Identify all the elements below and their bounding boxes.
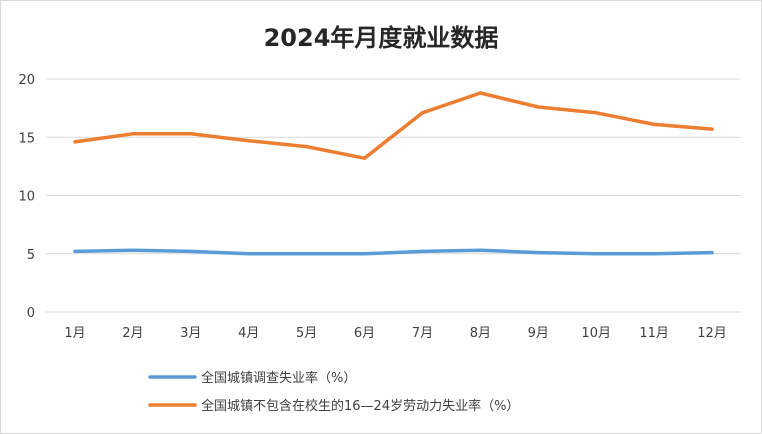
x-tick-label: 5月: [296, 326, 317, 341]
data-point: [478, 91, 482, 95]
x-tick-label: 4月: [238, 326, 259, 341]
data-point: [131, 132, 135, 136]
x-tick-label: 2月: [122, 326, 143, 341]
data-point: [652, 122, 656, 127]
series-lines: [73, 91, 714, 256]
y-tick-label: 20: [18, 73, 35, 88]
data-point: [478, 248, 482, 252]
data-point: [420, 111, 425, 115]
legend: 全国城镇调查失业率（%） 全国城镇不包含在校生的16—24岁劳动力失业率（%）: [148, 370, 519, 414]
y-tick-label: 0: [27, 306, 35, 321]
x-tick-label: 7月: [412, 326, 433, 341]
data-point: [73, 249, 77, 254]
x-tick-label: 3月: [180, 326, 201, 341]
data-point: [420, 249, 425, 254]
chart-title: 2024年月度就业数据: [264, 24, 499, 52]
data-point: [189, 249, 193, 254]
data-point: [536, 105, 540, 109]
x-tick-label: 1月: [64, 326, 85, 341]
data-point: [131, 248, 135, 252]
x-tick-label: 9月: [528, 326, 549, 341]
y-axis-ticks: 0 5 10 15 20: [18, 73, 35, 321]
y-tick-label: 15: [18, 131, 35, 146]
series-line-0: [73, 248, 714, 256]
data-point: [305, 144, 309, 149]
data-point: [710, 250, 714, 255]
data-point: [189, 132, 193, 136]
y-tick-label: 5: [27, 248, 35, 263]
legend-label-0: 全国城镇调查失业率（%）: [201, 370, 356, 386]
grid-lines: [46, 78, 741, 313]
x-tick-label: 10月: [581, 326, 611, 341]
data-point: [362, 156, 367, 160]
series-line-1: [73, 91, 714, 160]
x-tick-label: 8月: [470, 326, 491, 341]
data-point: [594, 111, 598, 115]
x-axis-ticks: 1月 2月 3月 4月 5月 6月 7月 8月 9月 10月 11月 12月: [64, 326, 726, 341]
data-point: [73, 140, 77, 144]
data-point: [594, 252, 598, 256]
data-point: [362, 252, 367, 256]
data-point: [710, 127, 714, 131]
data-point: [247, 252, 251, 256]
x-tick-label: 12月: [697, 326, 727, 341]
data-point: [536, 250, 540, 255]
data-point: [247, 139, 251, 143]
data-point: [305, 252, 309, 256]
x-tick-label: 6月: [354, 326, 375, 341]
x-tick-label: 11月: [639, 326, 669, 341]
y-tick-label: 10: [18, 190, 35, 205]
legend-label-1: 全国城镇不包含在校生的16—24岁劳动力失业率（%）: [201, 398, 519, 414]
data-point: [652, 252, 656, 256]
